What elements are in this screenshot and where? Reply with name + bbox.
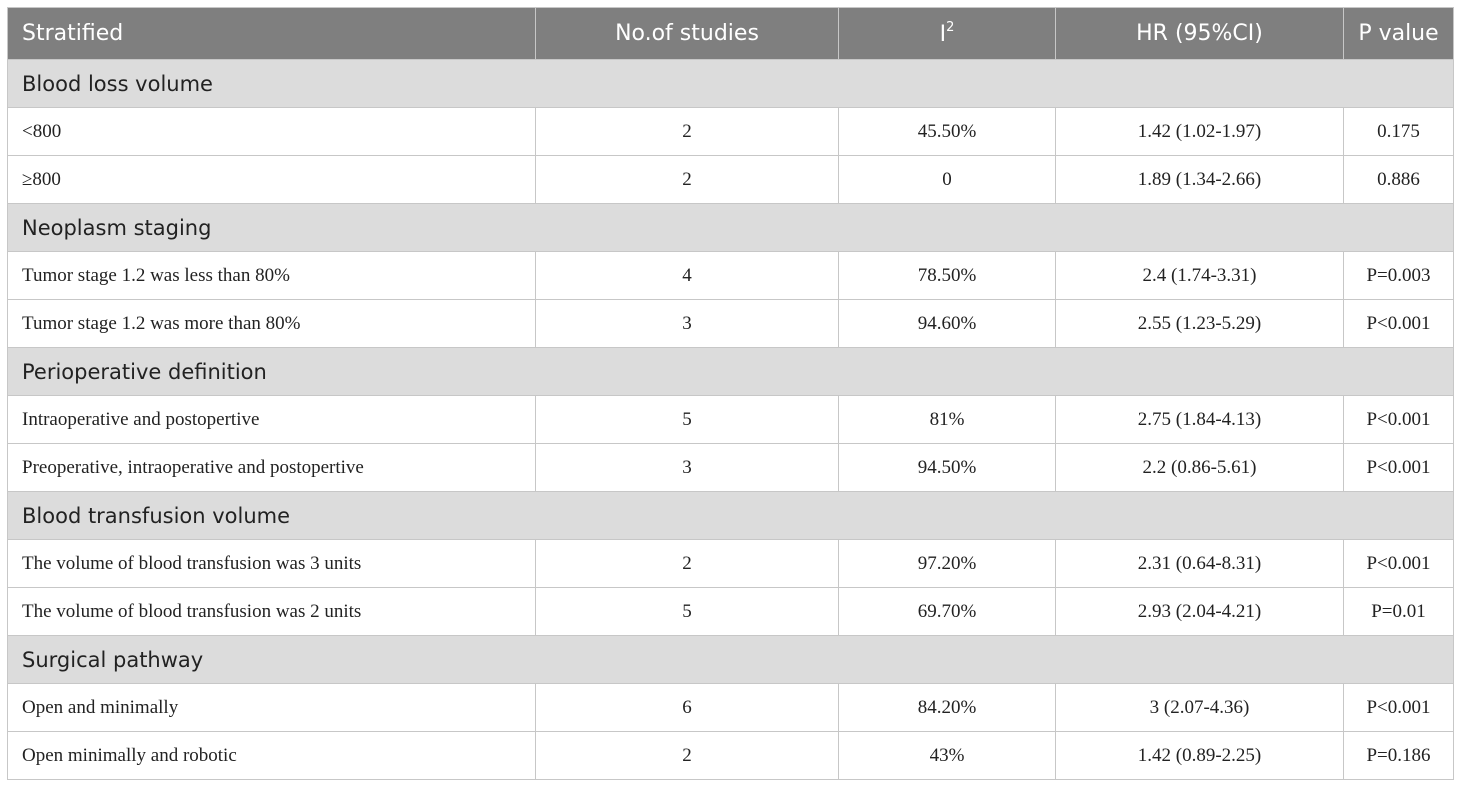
group-row: Perioperative definition [7, 347, 1454, 396]
cell-i-squared: 81% [838, 395, 1056, 444]
group-label: Blood transfusion volume [7, 491, 1454, 540]
cell-no-of-studies: 2 [535, 731, 839, 780]
cell-no-of-studies: 3 [535, 299, 839, 348]
cell-hr: 2.55 (1.23-5.29) [1055, 299, 1344, 348]
table-row: Open minimally and robotic 2 43% 1.42 (0… [7, 731, 1454, 780]
stratified-analysis-table: Stratified No.of studies I2 HR (95%CI) P… [7, 7, 1454, 780]
cell-i-squared: 43% [838, 731, 1056, 780]
cell-hr: 2.2 (0.86-5.61) [1055, 443, 1344, 492]
cell-no-of-studies: 2 [535, 539, 839, 588]
cell-hr: 1.89 (1.34-2.66) [1055, 155, 1344, 204]
group-row: Blood transfusion volume [7, 491, 1454, 540]
cell-p-value: P<0.001 [1343, 443, 1454, 492]
group-label: Perioperative definition [7, 347, 1454, 396]
cell-i-squared: 94.60% [838, 299, 1056, 348]
cell-i-squared: 84.20% [838, 683, 1056, 732]
cell-p-value: P<0.001 [1343, 539, 1454, 588]
group-row: Neoplasm staging [7, 203, 1454, 252]
cell-stratified: Open minimally and robotic [7, 731, 536, 780]
cell-stratified: Open and minimally [7, 683, 536, 732]
header-p-value: P value [1343, 7, 1454, 60]
cell-i-squared: 97.20% [838, 539, 1056, 588]
cell-p-value: 0.886 [1343, 155, 1454, 204]
cell-stratified: Tumor stage 1.2 was more than 80% [7, 299, 536, 348]
table-row: Intraoperative and postopertive 5 81% 2.… [7, 395, 1454, 444]
group-row: Blood loss volume [7, 59, 1454, 108]
header-i-label: I [939, 22, 947, 47]
cell-hr: 2.4 (1.74-3.31) [1055, 251, 1344, 300]
cell-i-squared: 0 [838, 155, 1056, 204]
header-i-superscript: 2 [946, 20, 955, 35]
cell-no-of-studies: 5 [535, 587, 839, 636]
cell-no-of-studies: 4 [535, 251, 839, 300]
cell-no-of-studies: 2 [535, 107, 839, 156]
cell-no-of-studies: 2 [535, 155, 839, 204]
cell-stratified: Preoperative, intraoperative and postope… [7, 443, 536, 492]
table-row: <800 2 45.50% 1.42 (1.02-1.97) 0.175 [7, 107, 1454, 156]
cell-no-of-studies: 6 [535, 683, 839, 732]
cell-i-squared: 78.50% [838, 251, 1056, 300]
table-row: Preoperative, intraoperative and postope… [7, 443, 1454, 492]
cell-p-value: P<0.001 [1343, 299, 1454, 348]
cell-no-of-studies: 5 [535, 395, 839, 444]
cell-p-value: 0.175 [1343, 107, 1454, 156]
cell-hr: 2.75 (1.84-4.13) [1055, 395, 1344, 444]
cell-no-of-studies: 3 [535, 443, 839, 492]
cell-p-value: P=0.01 [1343, 587, 1454, 636]
cell-stratified: The volume of blood transfusion was 2 un… [7, 587, 536, 636]
group-label: Blood loss volume [7, 59, 1454, 108]
cell-stratified: Intraoperative and postopertive [7, 395, 536, 444]
cell-p-value: P=0.186 [1343, 731, 1454, 780]
header-stratified: Stratified [7, 7, 536, 60]
table-row: Tumor stage 1.2 was more than 80% 3 94.6… [7, 299, 1454, 348]
table-row: The volume of blood transfusion was 2 un… [7, 587, 1454, 636]
cell-hr: 3 (2.07-4.36) [1055, 683, 1344, 732]
cell-i-squared: 45.50% [838, 107, 1056, 156]
table-row: Open and minimally 6 84.20% 3 (2.07-4.36… [7, 683, 1454, 732]
cell-hr: 2.93 (2.04-4.21) [1055, 587, 1344, 636]
cell-p-value: P=0.003 [1343, 251, 1454, 300]
group-label: Surgical pathway [7, 635, 1454, 684]
header-hr-95ci: HR (95%CI) [1055, 7, 1344, 60]
header-i-squared: I2 [838, 7, 1056, 60]
cell-i-squared: 69.70% [838, 587, 1056, 636]
cell-p-value: P<0.001 [1343, 395, 1454, 444]
cell-stratified: ≥800 [7, 155, 536, 204]
cell-stratified: The volume of blood transfusion was 3 un… [7, 539, 536, 588]
cell-hr: 1.42 (1.02-1.97) [1055, 107, 1344, 156]
group-label: Neoplasm staging [7, 203, 1454, 252]
cell-hr: 1.42 (0.89-2.25) [1055, 731, 1344, 780]
table-row: ≥800 2 0 1.89 (1.34-2.66) 0.886 [7, 155, 1454, 204]
cell-stratified: Tumor stage 1.2 was less than 80% [7, 251, 536, 300]
cell-p-value: P<0.001 [1343, 683, 1454, 732]
header-no-of-studies: No.of studies [535, 7, 839, 60]
cell-hr: 2.31 (0.64-8.31) [1055, 539, 1344, 588]
group-row: Surgical pathway [7, 635, 1454, 684]
cell-i-squared: 94.50% [838, 443, 1056, 492]
table-row: The volume of blood transfusion was 3 un… [7, 539, 1454, 588]
header-row: Stratified No.of studies I2 HR (95%CI) P… [7, 7, 1454, 60]
cell-stratified: <800 [7, 107, 536, 156]
table-row: Tumor stage 1.2 was less than 80% 4 78.5… [7, 251, 1454, 300]
